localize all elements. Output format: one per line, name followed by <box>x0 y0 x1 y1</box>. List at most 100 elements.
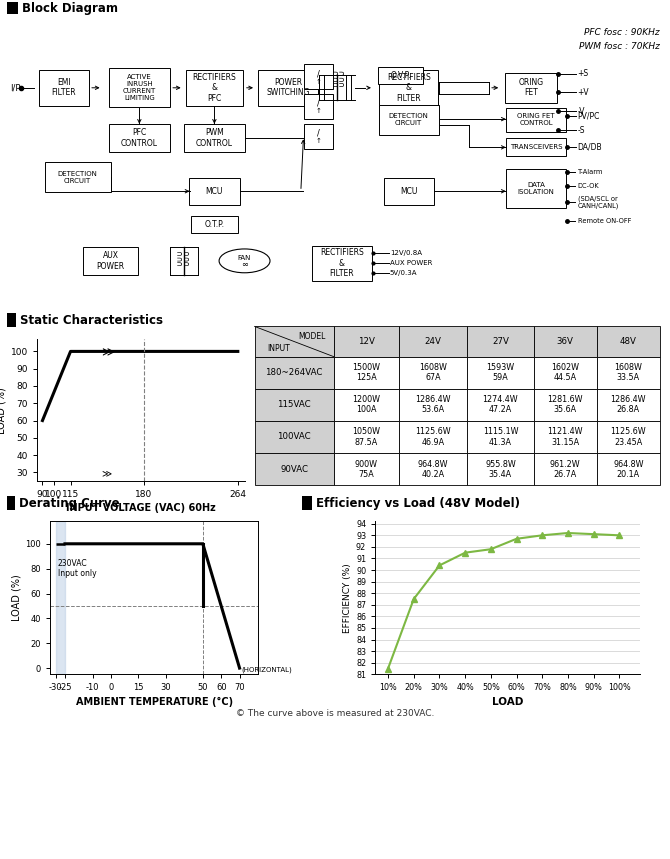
Text: ↑: ↑ <box>316 78 321 84</box>
Bar <box>379 105 439 135</box>
Text: ∞: ∞ <box>241 259 248 269</box>
Text: 1115.1W
41.3A: 1115.1W 41.3A <box>482 427 518 447</box>
Bar <box>334 453 399 485</box>
Text: PFC
CONTROL: PFC CONTROL <box>121 128 158 148</box>
Text: TRANSCEIVERS: TRANSCEIVERS <box>510 144 562 150</box>
Text: 1602W
44.5A: 1602W 44.5A <box>551 363 580 382</box>
Bar <box>258 70 318 106</box>
X-axis label: LOAD: LOAD <box>492 697 523 706</box>
Bar <box>312 247 372 281</box>
Bar <box>467 356 534 389</box>
Text: /: / <box>317 99 320 108</box>
Bar <box>7 497 15 510</box>
Bar <box>506 108 566 131</box>
Bar <box>399 421 467 453</box>
X-axis label: INPUT VOLTAGE (VAC) 60Hz: INPUT VOLTAGE (VAC) 60Hz <box>66 503 216 513</box>
Text: 90VAC: 90VAC <box>280 465 308 473</box>
Bar <box>255 389 334 421</box>
Bar <box>534 453 597 485</box>
Text: PFC fosc : 90KHz: PFC fosc : 90KHz <box>584 28 660 37</box>
Bar <box>191 216 238 233</box>
Text: 1200W
100A: 1200W 100A <box>352 395 381 414</box>
Text: 1608W
33.5A: 1608W 33.5A <box>614 363 643 382</box>
Bar <box>255 356 334 389</box>
Text: 964.8W
40.2A: 964.8W 40.2A <box>417 460 448 479</box>
Bar <box>255 326 334 356</box>
Bar <box>383 178 433 204</box>
Text: 1608W
67A: 1608W 67A <box>419 363 447 382</box>
Text: +S: +S <box>578 70 589 78</box>
Text: 12V: 12V <box>358 337 375 346</box>
Text: 1286.4W
26.8A: 1286.4W 26.8A <box>610 395 646 414</box>
Text: T-Alarm: T-Alarm <box>578 169 603 175</box>
Text: Derating Curve: Derating Curve <box>19 497 119 510</box>
Bar <box>334 389 399 421</box>
Bar <box>109 124 170 152</box>
Bar <box>190 178 240 204</box>
Text: PV/PC: PV/PC <box>578 112 600 120</box>
Bar <box>109 68 170 107</box>
Text: 1274.4W
47.2A: 1274.4W 47.2A <box>482 395 519 414</box>
Text: POWER
SWITCHING: POWER SWITCHING <box>267 78 310 97</box>
Bar <box>505 73 557 103</box>
Text: ∪∪∪: ∪∪∪ <box>175 249 184 266</box>
Text: 1500W
125A: 1500W 125A <box>352 363 381 382</box>
Bar <box>597 326 660 356</box>
Text: EMI
FILTER: EMI FILTER <box>52 78 76 97</box>
Bar <box>255 453 334 485</box>
Text: AUX
POWER: AUX POWER <box>96 251 125 271</box>
Text: Block Diagram: Block Diagram <box>22 2 118 15</box>
Text: 1281.6W
35.6A: 1281.6W 35.6A <box>547 395 583 414</box>
Text: 900W
75A: 900W 75A <box>355 460 378 479</box>
Bar <box>399 453 467 485</box>
Text: MODEL: MODEL <box>298 332 325 340</box>
Bar <box>534 356 597 389</box>
Text: PWM fosc : 70KHz: PWM fosc : 70KHz <box>579 42 660 52</box>
Bar <box>399 356 467 389</box>
Text: -S: -S <box>578 125 585 135</box>
Bar <box>83 247 138 275</box>
Text: ↑: ↑ <box>316 138 321 144</box>
Bar <box>399 389 467 421</box>
Text: ↑: ↑ <box>316 108 321 114</box>
Bar <box>378 67 423 84</box>
Bar <box>597 453 660 485</box>
Text: MCU: MCU <box>400 186 417 196</box>
Text: 27V: 27V <box>492 337 509 346</box>
Text: /: / <box>317 70 320 78</box>
Text: 36V: 36V <box>557 337 574 346</box>
Text: RECTIFIERS
&
FILTER: RECTIFIERS & FILTER <box>387 73 431 103</box>
Bar <box>534 326 597 356</box>
Text: DC-OK: DC-OK <box>578 183 599 189</box>
Bar <box>334 326 399 356</box>
Bar <box>467 453 534 485</box>
Text: DETECTION
CIRCUIT: DETECTION CIRCUIT <box>58 171 98 184</box>
Bar <box>255 421 334 453</box>
Text: (HORIZONTAL): (HORIZONTAL) <box>241 667 292 673</box>
Text: 1121.4W
31.15A: 1121.4W 31.15A <box>547 427 583 447</box>
Bar <box>186 70 243 106</box>
Text: 100VAC: 100VAC <box>277 432 311 442</box>
Bar <box>334 421 399 453</box>
Text: I/P: I/P <box>10 83 21 92</box>
Text: 48V: 48V <box>620 337 636 346</box>
Text: RECTIFIERS
&
PFC: RECTIFIERS & PFC <box>192 73 237 103</box>
Text: Remote ON-OFF: Remote ON-OFF <box>578 218 631 224</box>
Text: MCU: MCU <box>206 186 223 196</box>
Text: RECTIFIERS
&
FILTER: RECTIFIERS & FILTER <box>320 248 364 278</box>
Bar <box>304 64 333 89</box>
Bar <box>506 168 566 208</box>
Bar <box>45 162 111 192</box>
Text: FAN: FAN <box>238 255 251 261</box>
Text: ORING FET
CONTROL: ORING FET CONTROL <box>517 113 555 126</box>
Text: Efficiency vs Load (48V Model): Efficiency vs Load (48V Model) <box>316 497 520 510</box>
Text: 1125.6W
23.45A: 1125.6W 23.45A <box>610 427 646 447</box>
Bar <box>399 326 467 356</box>
Text: 5V/0.3A: 5V/0.3A <box>390 271 417 277</box>
Text: ≫: ≫ <box>101 347 114 360</box>
Text: INPUT: INPUT <box>267 344 289 353</box>
Text: 1286.4W
53.6A: 1286.4W 53.6A <box>415 395 451 414</box>
Bar <box>597 421 660 453</box>
Bar <box>302 497 312 510</box>
Bar <box>467 326 534 356</box>
